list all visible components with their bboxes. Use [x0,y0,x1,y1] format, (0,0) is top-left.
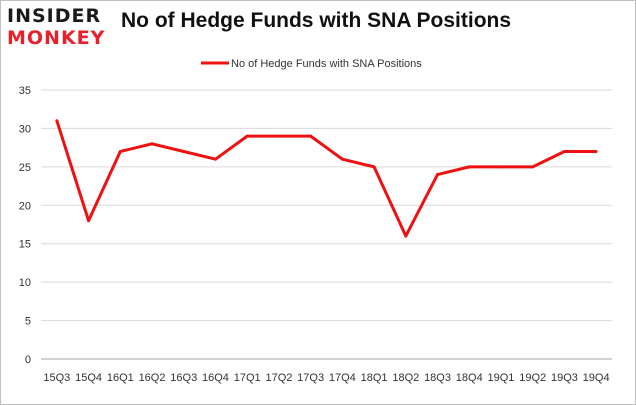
x-tick-label: 19Q4 [583,372,610,384]
y-tick-label: 0 [25,354,31,366]
logo-line-2: MONKEY [7,27,106,49]
y-tick-label: 20 [19,200,31,212]
x-tick-label: 19Q2 [519,372,546,384]
x-tick-label: 18Q2 [392,372,419,384]
y-tick-label: 15 [19,239,31,251]
data-point [277,134,281,138]
series-line [55,120,597,238]
x-tick-label: 17Q4 [329,372,356,384]
data-point [118,149,122,153]
y-tick-label: 35 [19,85,31,97]
logo-line-1: INSIDER [7,5,102,27]
data-point [499,165,503,169]
data-point [340,157,344,161]
data-point [245,134,249,138]
data-point [150,142,154,146]
x-tick-label: 15Q4 [75,372,102,384]
x-tick-label: 18Q4 [456,372,483,384]
data-point [436,173,440,177]
x-axis: 15Q3 15Q4 16Q1 16Q2 16Q3 16Q4 17Q1 17Q2 17Q3 17Q4… [43,372,609,384]
y-tick-label: 30 [19,123,31,135]
y-tick-label: 5 [25,316,31,328]
x-tick-label: 16Q1 [107,372,134,384]
chart-title: No of Hedge Funds with SNA Positions [121,9,512,32]
x-tick-label: 18Q3 [424,372,451,384]
x-tick-label: 16Q4 [202,372,229,384]
data-point [372,165,376,169]
y-tick-label: 25 [19,162,31,174]
x-tick-label: 16Q3 [170,372,197,384]
data-point [594,149,598,153]
data-point [309,134,313,138]
data-point [467,165,471,169]
x-tick-label: 19Q1 [488,372,515,384]
series-layer [55,119,598,238]
grid-lines [41,89,612,360]
data-point [55,119,59,123]
x-tick-label: 17Q3 [297,372,324,384]
legend-label: No of Hedge Funds with SNA Positions [231,58,422,70]
x-tick-label: 17Q2 [265,372,292,384]
data-point [531,165,535,169]
x-tick-label: 15Q3 [43,372,70,384]
legend: No of Hedge Funds with SNA Positions [201,58,422,70]
y-tick-label: 10 [19,277,31,289]
data-point [213,157,217,161]
x-tick-label: 17Q1 [234,372,261,384]
x-tick-label: 19Q3 [551,372,578,384]
x-tick-label: 18Q1 [361,372,388,384]
x-tick-label: 16Q2 [139,372,166,384]
data-point [182,149,186,153]
data-point [562,149,566,153]
data-point [87,219,91,223]
data-point [404,234,408,238]
insider-monkey-logo: INSIDER MONKEY [7,5,117,51]
y-axis: 0 5 10 15 20 25 30 35 [19,85,31,366]
